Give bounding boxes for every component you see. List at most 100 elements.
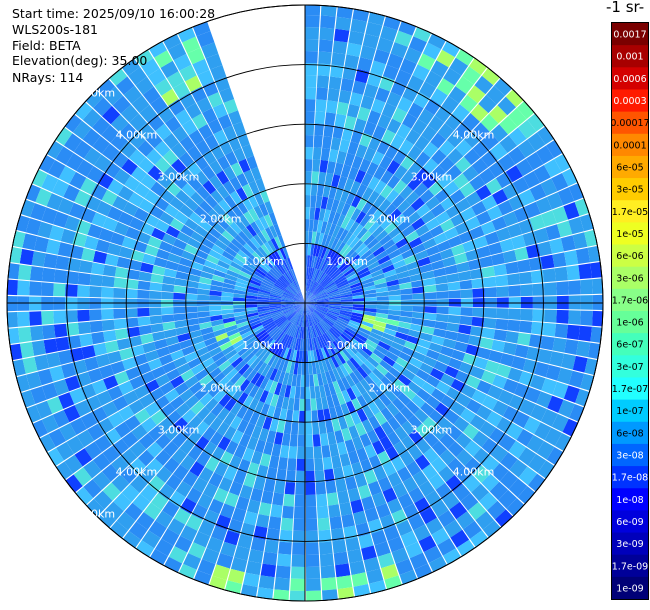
colorbar-segment: [611, 200, 649, 223]
ray-gate: [155, 123, 172, 141]
ray-gate: [323, 209, 331, 223]
colorbar-segment: [611, 443, 649, 467]
ray-gate: [363, 234, 376, 246]
ray-gate: [30, 168, 48, 188]
ray-gate: [592, 278, 603, 294]
ray-gate: [83, 460, 102, 479]
ray-gate: [269, 225, 278, 238]
ray-gate: [193, 531, 211, 548]
ray-gate: [153, 257, 168, 268]
ray-gate: [351, 155, 364, 170]
ray-gate: [495, 509, 515, 529]
ray-gate: [411, 317, 424, 326]
ray-gate: [465, 249, 480, 262]
ray-gate: [339, 243, 349, 256]
ray-gate: [537, 460, 557, 480]
ray-gate: [305, 303, 316, 310]
ray-gate: [349, 236, 360, 249]
ray-gate: [347, 166, 359, 181]
ray-gate: [544, 427, 562, 446]
ray-gate: [17, 296, 30, 311]
ray-gate: [364, 293, 377, 298]
ray-gate: [516, 429, 534, 447]
ray-gate: [29, 311, 42, 326]
ray-gate: [352, 436, 364, 451]
ray-gate: [224, 246, 238, 258]
ray-gate: [53, 269, 68, 284]
ray-gate: [385, 243, 399, 255]
ray-gate: [551, 173, 569, 192]
ray-gate: [214, 461, 229, 477]
ray-gate: [121, 484, 140, 503]
range-ring-label: 1.00km: [242, 255, 284, 268]
ray-gate: [37, 221, 53, 239]
ray-gate: [349, 278, 362, 286]
ray-gate: [472, 122, 490, 140]
ray-gate: [223, 194, 237, 209]
ray-gate: [363, 557, 381, 573]
ray-gate: [31, 251, 46, 267]
ray-gate: [367, 176, 380, 191]
range-ring-label: 2.00km: [200, 381, 242, 394]
ray-gate: [307, 255, 311, 268]
ray-gate: [311, 171, 319, 184]
ray-gate: [208, 249, 222, 260]
ray-gate: [281, 303, 293, 305]
ray-gate: [258, 203, 269, 217]
ray-gate: [293, 303, 305, 308]
ray-gate: [170, 349, 185, 361]
ray-gate: [428, 342, 443, 353]
ray-gate: [64, 454, 83, 474]
ray-gate: [323, 346, 331, 359]
ray-gate: [399, 185, 414, 200]
ray-gate: [221, 592, 240, 601]
ray-gate: [318, 348, 325, 361]
ray-gate: [330, 64, 344, 78]
ray-gate: [53, 283, 66, 297]
ray-gate: [212, 103, 228, 119]
ray-gate: [323, 262, 333, 274]
ray-gate: [305, 303, 308, 315]
ray-gate: [387, 471, 403, 488]
ray-gate: [297, 338, 301, 351]
ray-gate: [498, 389, 514, 406]
ray-gate: [208, 367, 222, 380]
ray-gate: [206, 536, 224, 553]
ray-gate: [508, 127, 527, 146]
ray-gate: [418, 535, 437, 553]
ray-gate: [554, 323, 569, 339]
ray-gate: [7, 227, 14, 246]
ray-gate: [431, 388, 446, 402]
ray-gate: [139, 393, 155, 408]
ray-gate: [95, 239, 111, 253]
ray-gate: [162, 500, 180, 518]
ray-gate: [155, 433, 172, 450]
ray-gate: [305, 207, 310, 220]
ray-gate: [400, 294, 413, 300]
ray-gate: [305, 530, 319, 543]
ray-gate: [229, 221, 242, 235]
ray-gate: [412, 243, 426, 255]
ray-gate: [202, 180, 217, 195]
ray-gate: [96, 510, 116, 530]
ray-gate: [386, 402, 400, 417]
ray-gate: [173, 292, 186, 300]
ray-gate: [215, 264, 228, 274]
ray-gate: [484, 287, 497, 298]
colorbar-segment: [611, 155, 649, 179]
ray-gate: [384, 371, 398, 384]
ray-gate: [247, 462, 260, 477]
ray-gate: [267, 270, 279, 281]
ray-gate: [336, 150, 347, 165]
ray-gate: [94, 154, 112, 172]
ray-gate: [281, 274, 291, 285]
ray-gate: [134, 182, 150, 198]
ray-gate: [75, 219, 92, 235]
range-ring-label: 4.00km: [116, 466, 158, 479]
ray-gate: [209, 305, 222, 311]
ray-gate: [293, 299, 305, 303]
ray-gate: [214, 76, 231, 92]
ray-gate: [159, 381, 175, 395]
ray-gate: [7, 377, 19, 397]
ray-gate: [473, 235, 488, 249]
